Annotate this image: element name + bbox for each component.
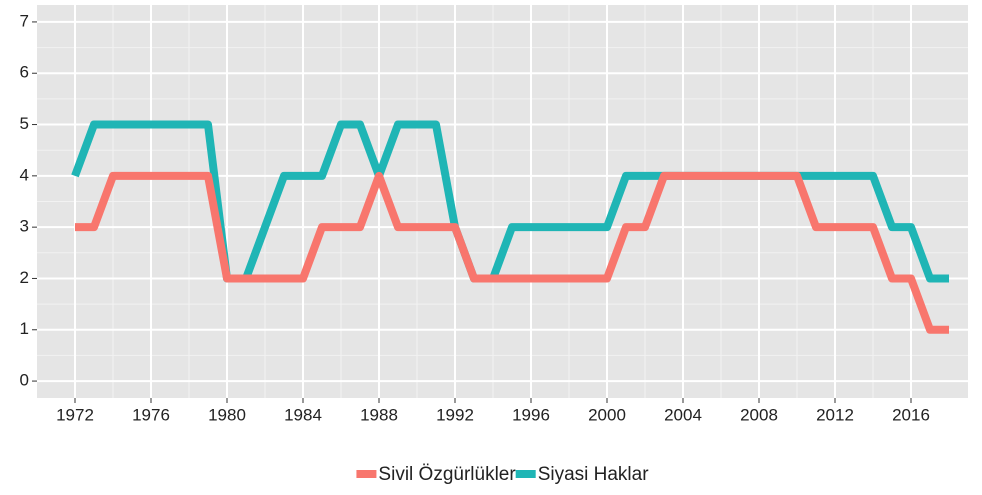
y-tick-label: 7 xyxy=(20,11,29,30)
y-tick-label: 3 xyxy=(20,217,29,236)
y-tick-label: 2 xyxy=(20,268,29,287)
x-tick-label: 2012 xyxy=(816,405,854,424)
series-line xyxy=(75,171,949,334)
x-tick-label: 1984 xyxy=(284,405,322,424)
y-tick-label: 1 xyxy=(20,319,29,338)
x-tick-label: 2000 xyxy=(588,405,626,424)
x-tick-label: 1988 xyxy=(360,405,398,424)
x-tick-label: 1976 xyxy=(132,405,170,424)
lines xyxy=(71,120,949,334)
legend-label: Siyasi Haklar xyxy=(538,464,650,485)
legend-label: Sivil Özgürlükler xyxy=(378,464,516,485)
legend-swatch xyxy=(515,470,536,478)
y-tick-label: 5 xyxy=(20,114,29,133)
y-tick-label: 0 xyxy=(20,371,29,390)
legend-swatch xyxy=(356,470,377,478)
x-tick-label: 2008 xyxy=(740,405,778,424)
x-tick-label: 1992 xyxy=(436,405,474,424)
y-tick-label: 4 xyxy=(20,165,29,184)
legend: Sivil Özgürlükler Siyasi Haklar xyxy=(356,464,649,485)
x-tick-label: 1980 xyxy=(208,405,246,424)
x-tick-label: 2016 xyxy=(892,405,930,424)
x-tick-label: 1972 xyxy=(56,405,94,424)
x-tick-label: 1996 xyxy=(512,405,550,424)
x-tick-label: 2004 xyxy=(664,405,702,424)
y-tick-label: 6 xyxy=(20,63,29,82)
axes: 0 1 2 3 4 5 6 7 1972 1976 1980 1984 1988 1992 1996 2000… xyxy=(20,11,930,424)
grid xyxy=(37,5,968,398)
